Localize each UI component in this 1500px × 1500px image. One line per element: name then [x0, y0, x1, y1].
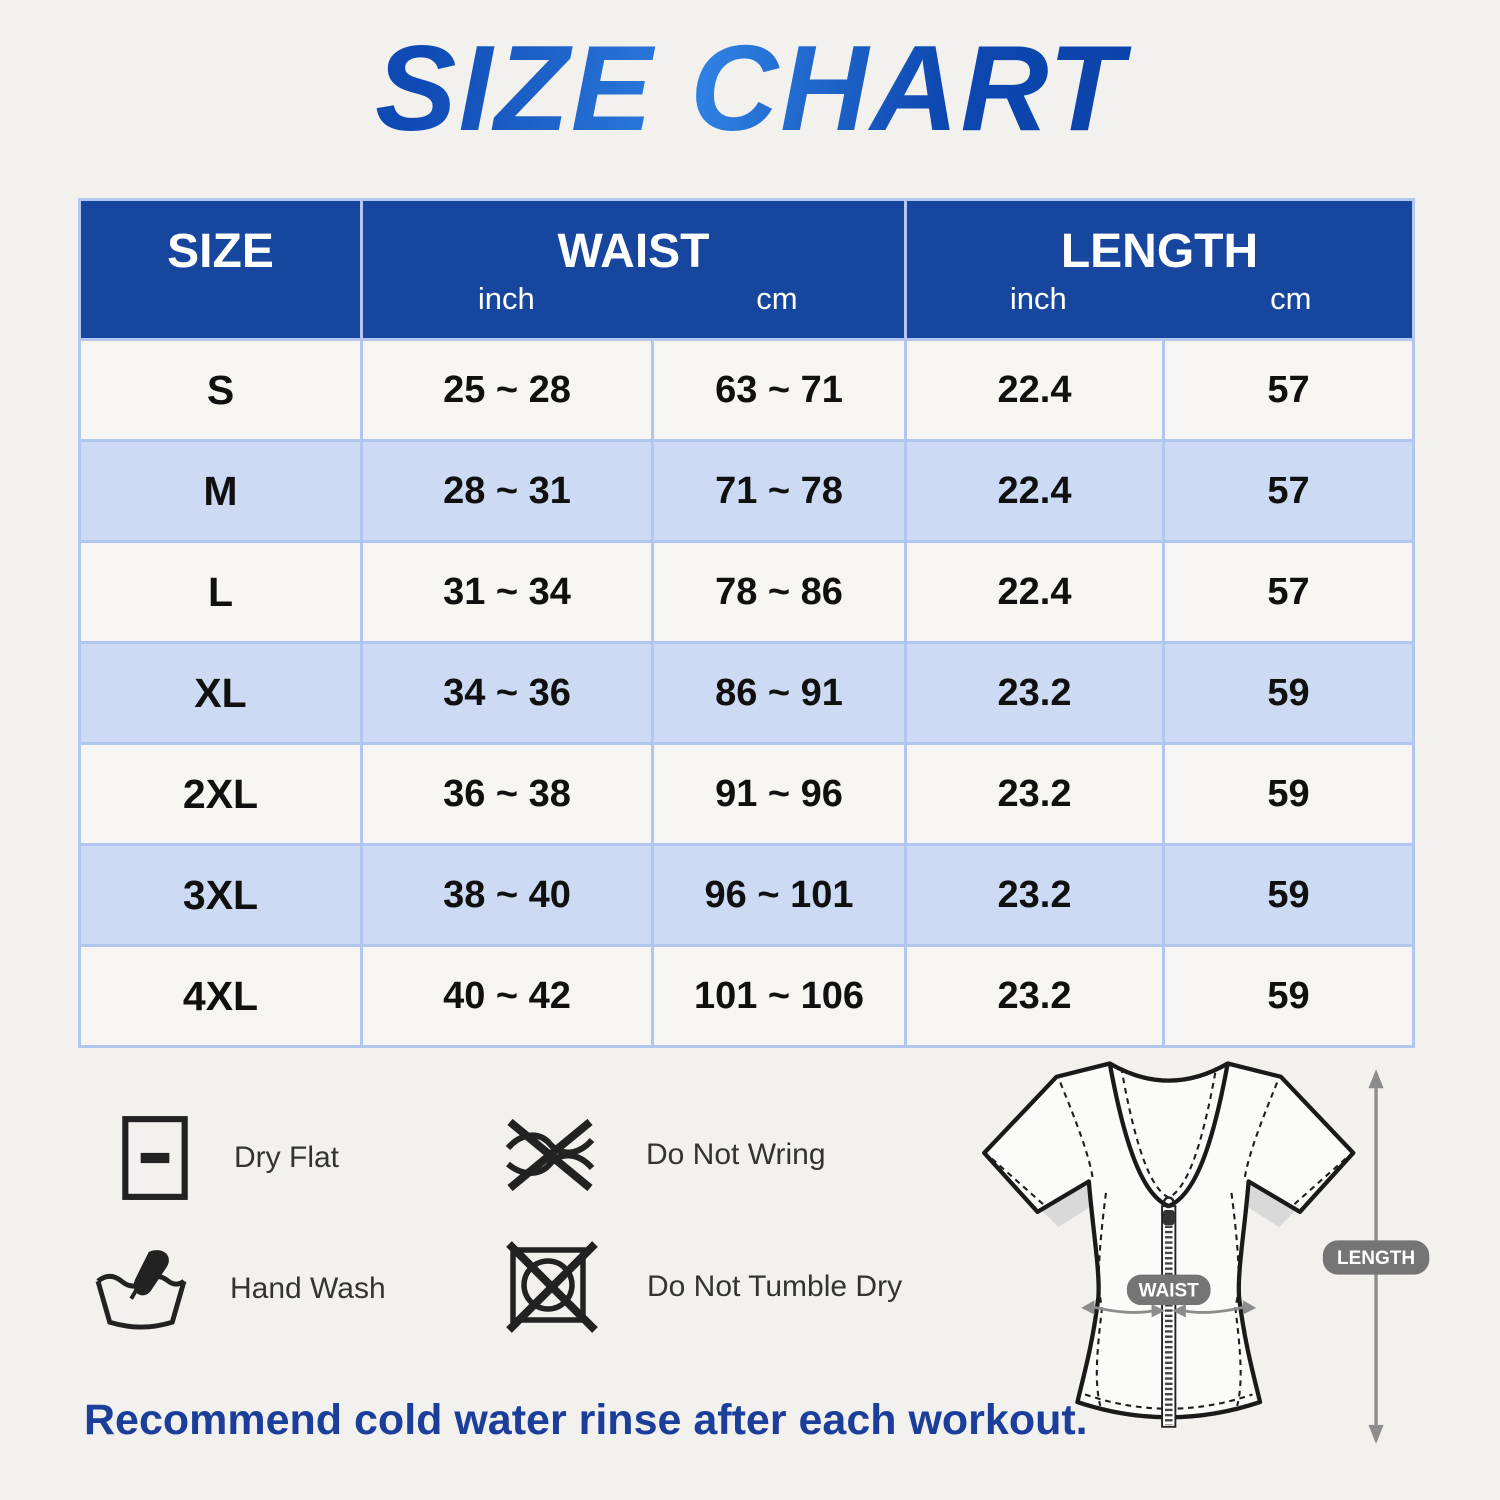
- care-label: Do Not Wring: [646, 1138, 826, 1171]
- cell-waist-cm: 78 ~ 86: [651, 540, 907, 644]
- care-item-hand-wash: Hand Wash: [92, 1246, 386, 1332]
- zipper-slider: [1163, 1209, 1175, 1226]
- cell-size: 3XL: [78, 843, 363, 947]
- zipper-pull-icon: [1162, 1196, 1175, 1209]
- cell-length-inch: 22.4: [904, 540, 1165, 644]
- size-chart-table-wrap: SIZE WAIST inch cm LENGTH inch cm: [78, 198, 1416, 1048]
- header-waist-cm: cm: [756, 281, 798, 316]
- cell-waist-inch: 38 ~ 40: [360, 843, 654, 947]
- care-item-do-not-wring: Do Not Wring: [500, 1112, 826, 1198]
- header-length-cm: cm: [1270, 281, 1312, 316]
- cell-length-cm: 59: [1161, 843, 1416, 947]
- length-arrowheads: [1368, 1069, 1384, 1444]
- table-header: SIZE WAIST inch cm LENGTH inch cm: [78, 198, 1416, 341]
- cell-waist-cm: 86 ~ 91: [651, 641, 907, 745]
- do-not-wring-icon: [505, 1118, 595, 1192]
- cell-length-inch: 23.2: [904, 742, 1165, 846]
- cell-length-cm: 57: [1161, 338, 1416, 442]
- underarm-shade-right: [1237, 1181, 1297, 1228]
- care-item-dry-flat: Dry Flat: [120, 1114, 339, 1202]
- care-label: Do Not Tumble Dry: [647, 1270, 903, 1303]
- waist-badge: [1126, 1274, 1211, 1306]
- waist-arrow: [1092, 1305, 1246, 1314]
- table-row: 4XL 40 ~ 42 101 ~ 106 23.2 59: [78, 944, 1416, 1048]
- cell-length-cm: 59: [1161, 944, 1416, 1048]
- cell-waist-cm: 96 ~ 101: [651, 843, 907, 947]
- waist-badge-label: WAIST: [1139, 1281, 1200, 1302]
- cell-length-inch: 23.2: [904, 944, 1165, 1048]
- header-size: SIZE: [78, 198, 363, 341]
- underarm-shade-left: [1041, 1181, 1101, 1228]
- cell-length-cm: 57: [1161, 439, 1416, 543]
- footnote: Recommend cold water rinse after each wo…: [84, 1396, 1088, 1444]
- header-size-label: SIZE: [167, 225, 274, 278]
- cell-waist-inch: 31 ~ 34: [360, 540, 654, 644]
- garment-diagram: WAIST LENGTH: [982, 1061, 1430, 1444]
- header-length-label: LENGTH: [1060, 225, 1259, 278]
- cell-size: XL: [78, 641, 363, 745]
- care-item-do-not-tumble-dry: Do Not Tumble Dry: [505, 1240, 902, 1334]
- do-not-tumble-dry-icon: [506, 1241, 598, 1333]
- page-title: SIZE CHART: [0, 18, 1500, 158]
- cell-size: 4XL: [78, 944, 363, 1048]
- waist-arrowheads: [1081, 1300, 1257, 1318]
- hand-wash-icon: [95, 1250, 187, 1330]
- cell-waist-cm: 101 ~ 106: [651, 944, 907, 1048]
- cell-length-cm: 59: [1161, 742, 1416, 846]
- cell-waist-inch: 36 ~ 38: [360, 742, 654, 846]
- header-waist: WAIST inch cm: [360, 198, 907, 341]
- cell-size: M: [78, 439, 363, 543]
- cell-size: L: [78, 540, 363, 644]
- length-badge: [1322, 1240, 1430, 1275]
- cell-length-cm: 59: [1161, 641, 1416, 745]
- header-waist-inch: inch: [477, 281, 535, 316]
- cell-length-inch: 22.4: [904, 439, 1165, 543]
- cell-waist-cm: 63 ~ 71: [651, 338, 907, 442]
- size-chart-table: SIZE WAIST inch cm LENGTH inch cm: [78, 198, 1416, 1048]
- cell-length-inch: 23.2: [904, 843, 1165, 947]
- dry-flat-icon: [122, 1116, 188, 1200]
- cell-waist-inch: 40 ~ 42: [360, 944, 654, 1048]
- table-row: 3XL 38 ~ 40 96 ~ 101 23.2 59: [78, 843, 1416, 947]
- cell-size: S: [78, 338, 363, 442]
- length-badge-label: LENGTH: [1337, 1248, 1415, 1269]
- cell-length-inch: 23.2: [904, 641, 1165, 745]
- table-row: XL 34 ~ 36 86 ~ 91 23.2 59: [78, 641, 1416, 745]
- header-waist-label: WAIST: [557, 225, 710, 278]
- cell-length-inch: 22.4: [904, 338, 1165, 442]
- header-length: LENGTH inch cm: [903, 198, 1416, 341]
- table-row: M 28 ~ 31 71 ~ 78 22.4 57: [78, 439, 1416, 543]
- header-length-inch: inch: [1009, 281, 1067, 316]
- cell-size: 2XL: [78, 742, 363, 846]
- cell-waist-cm: 71 ~ 78: [651, 439, 907, 543]
- care-label: Hand Wash: [230, 1272, 386, 1305]
- cell-waist-inch: 25 ~ 28: [360, 338, 654, 442]
- cell-length-cm: 57: [1161, 540, 1416, 644]
- cell-waist-inch: 28 ~ 31: [360, 439, 654, 543]
- table-row: S 25 ~ 28 63 ~ 71 22.4 57: [78, 338, 1416, 442]
- cell-waist-inch: 34 ~ 36: [360, 641, 654, 745]
- care-label: Dry Flat: [234, 1141, 339, 1174]
- table-row: L 31 ~ 34 78 ~ 86 22.4 57: [78, 540, 1416, 644]
- cell-waist-cm: 91 ~ 96: [651, 742, 907, 846]
- table-row: 2XL 36 ~ 38 91 ~ 96 23.2 59: [78, 742, 1416, 846]
- size-table-body: S 25 ~ 28 63 ~ 71 22.4 57 M 28 ~ 31 71 ~ 78 22.4…: [78, 338, 1416, 1048]
